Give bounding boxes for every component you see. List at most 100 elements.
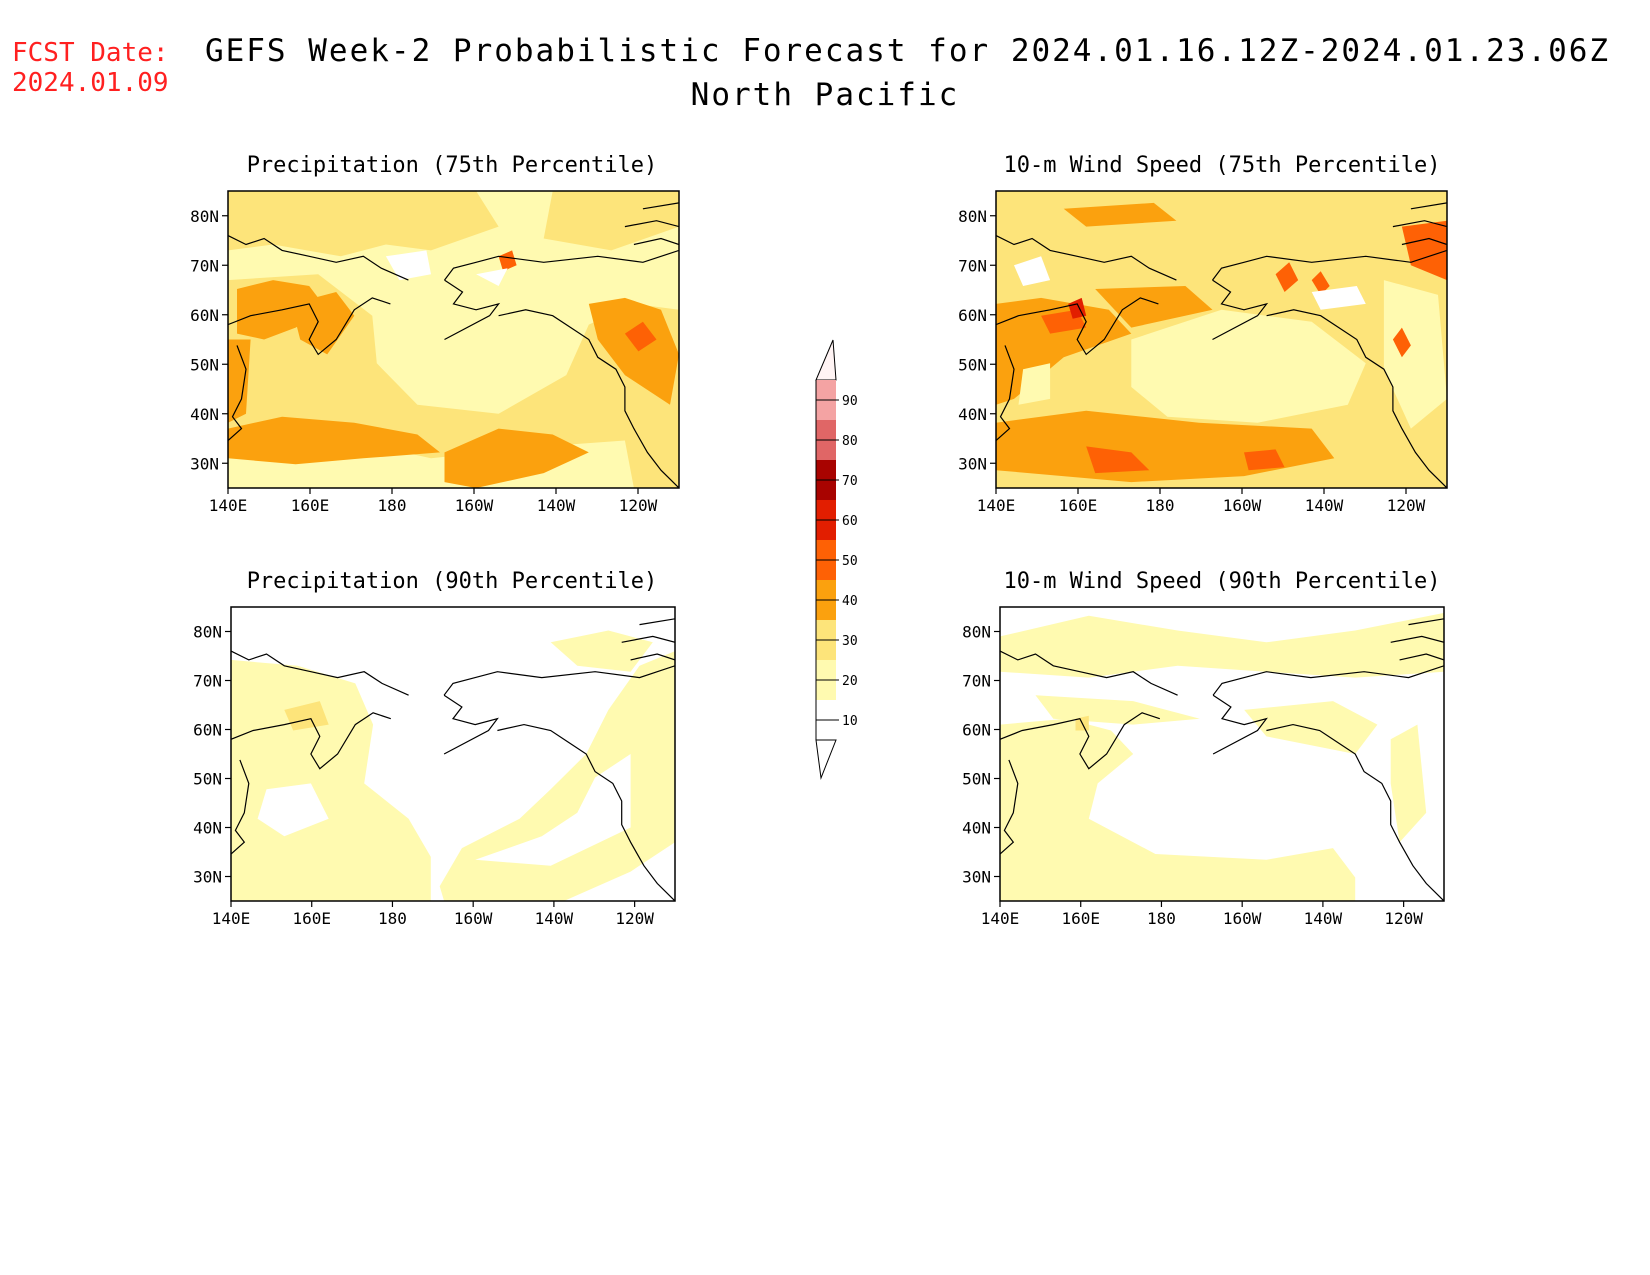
map-panel-precip90: Precipitation (90th Percentile) 80N 70N 60N… xyxy=(193,569,676,928)
contour-region xyxy=(1018,363,1051,405)
contour-region xyxy=(498,250,517,272)
lon-tick-label: 140W xyxy=(535,909,574,928)
page-subtitle: North Pacific xyxy=(690,77,960,113)
coastline xyxy=(1266,309,1447,488)
lat-tick-label: 60N xyxy=(958,306,987,325)
lat-tick-label: 60N xyxy=(962,721,991,740)
contour-region xyxy=(1014,256,1051,286)
contour-region xyxy=(228,339,251,423)
lon-tick-label: 160E xyxy=(292,909,331,928)
lon-tick-label: 140W xyxy=(1305,496,1344,515)
lon-tick-label: 140E xyxy=(209,496,248,515)
contour-region xyxy=(1311,271,1330,295)
panel-title: Precipitation (90th Percentile) xyxy=(247,569,658,594)
contour-region xyxy=(1311,286,1366,310)
colorbar-bottom-arrow xyxy=(815,739,837,780)
colorbar-tick-label: 20 xyxy=(842,674,858,689)
colorbar-tick-label: 40 xyxy=(842,594,858,609)
lon-tick-label: 180 xyxy=(1147,909,1176,928)
coastline xyxy=(1401,237,1447,246)
lon-tick-label: 160W xyxy=(455,496,494,515)
coastline xyxy=(630,653,675,661)
lon-tick-label: 140E xyxy=(981,909,1020,928)
colorbar-tick-label: 10 xyxy=(842,714,858,729)
coastline xyxy=(1212,665,1444,696)
contour-region xyxy=(257,783,329,837)
lon-tick-label: 180 xyxy=(378,496,407,515)
lon-tick-label: 140W xyxy=(537,496,576,515)
coastline xyxy=(639,618,675,626)
lat-tick-label: 80N xyxy=(193,623,222,642)
lat-tick-label: 70N xyxy=(190,256,219,275)
lon-tick-label: 140E xyxy=(212,909,251,928)
contour-region xyxy=(228,416,440,465)
lon-tick-label: 120W xyxy=(1384,909,1423,928)
coastline xyxy=(642,202,679,210)
forecast-date: FCST Date: 2024.01.09 xyxy=(12,38,169,98)
contour-region xyxy=(291,292,355,355)
forecast-date-value: 2024.01.09 xyxy=(12,68,169,98)
lat-tick-label: 70N xyxy=(962,672,991,691)
coastline xyxy=(624,220,679,228)
lon-tick-label: 120W xyxy=(1387,496,1426,515)
lat-tick-label: 30N xyxy=(190,454,219,473)
lat-tick-label: 40N xyxy=(193,819,222,838)
lon-tick-label: 160W xyxy=(454,909,493,928)
page-title: GEFS Week-2 Probabilistic Forecast for 2… xyxy=(204,33,1611,69)
panel-title: Precipitation (75th Percentile) xyxy=(247,153,658,178)
coastline xyxy=(1266,723,1444,901)
coastline xyxy=(1000,650,1178,696)
contour-region xyxy=(1244,701,1378,754)
lat-tick-label: 50N xyxy=(958,355,987,374)
coastline xyxy=(228,345,247,441)
contour-region xyxy=(231,659,431,901)
lon-tick-label: 120W xyxy=(619,496,658,515)
coastline xyxy=(996,345,1015,441)
coastline xyxy=(231,759,250,855)
lat-tick-label: 80N xyxy=(958,207,987,226)
lat-tick-label: 80N xyxy=(190,207,219,226)
lon-tick-label: 160E xyxy=(1061,909,1100,928)
lat-tick-label: 40N xyxy=(962,819,991,838)
lon-tick-label: 120W xyxy=(615,909,654,928)
contour-region xyxy=(1035,695,1200,725)
contour-region xyxy=(543,191,679,251)
lat-tick-label: 50N xyxy=(193,770,222,789)
coastline xyxy=(1212,694,1268,755)
coastline xyxy=(231,712,391,770)
coastline xyxy=(228,235,409,281)
colorbar: 10 20 30 40 50 60 70 80 90 xyxy=(815,339,858,780)
contour-field xyxy=(228,191,679,488)
coastline xyxy=(996,297,1159,356)
colorbar-top-arrow xyxy=(815,339,837,381)
coastline xyxy=(1408,618,1444,626)
contour-region xyxy=(439,651,675,901)
coastline xyxy=(1410,202,1447,210)
lon-tick-label: 160E xyxy=(1059,496,1098,515)
lat-tick-label: 70N xyxy=(958,256,987,275)
lat-tick-label: 70N xyxy=(193,672,222,691)
contour-region xyxy=(1000,718,1356,901)
colorbar-tick-label: 50 xyxy=(842,554,858,569)
contour-region xyxy=(1383,280,1447,429)
lat-tick-label: 60N xyxy=(190,306,219,325)
panel-title: 10-m Wind Speed (90th Percentile) xyxy=(1003,569,1440,594)
map-panel-wind90: 10-m Wind Speed (90th Percentile) 80N 70N 6… xyxy=(962,569,1445,928)
colorbar-tick-label: 60 xyxy=(842,514,858,529)
panel-title: 10-m Wind Speed (75th Percentile) xyxy=(1003,153,1440,178)
coastline xyxy=(1212,249,1447,281)
lon-tick-label: 160W xyxy=(1223,909,1262,928)
map-frame xyxy=(230,606,676,902)
coastline xyxy=(1390,635,1444,643)
coastline xyxy=(1000,712,1160,770)
coastline xyxy=(996,235,1177,281)
coastline xyxy=(1212,279,1269,341)
coastline xyxy=(443,694,499,755)
contour-region xyxy=(1275,262,1299,292)
contour-region xyxy=(1392,327,1411,358)
lat-tick-label: 60N xyxy=(193,721,222,740)
lat-tick-label: 30N xyxy=(958,454,987,473)
map-panel-wind75: 10-m Wind Speed (75th Percentile) 80N 70N 6… xyxy=(958,153,1448,515)
lat-tick-label: 40N xyxy=(190,405,219,424)
